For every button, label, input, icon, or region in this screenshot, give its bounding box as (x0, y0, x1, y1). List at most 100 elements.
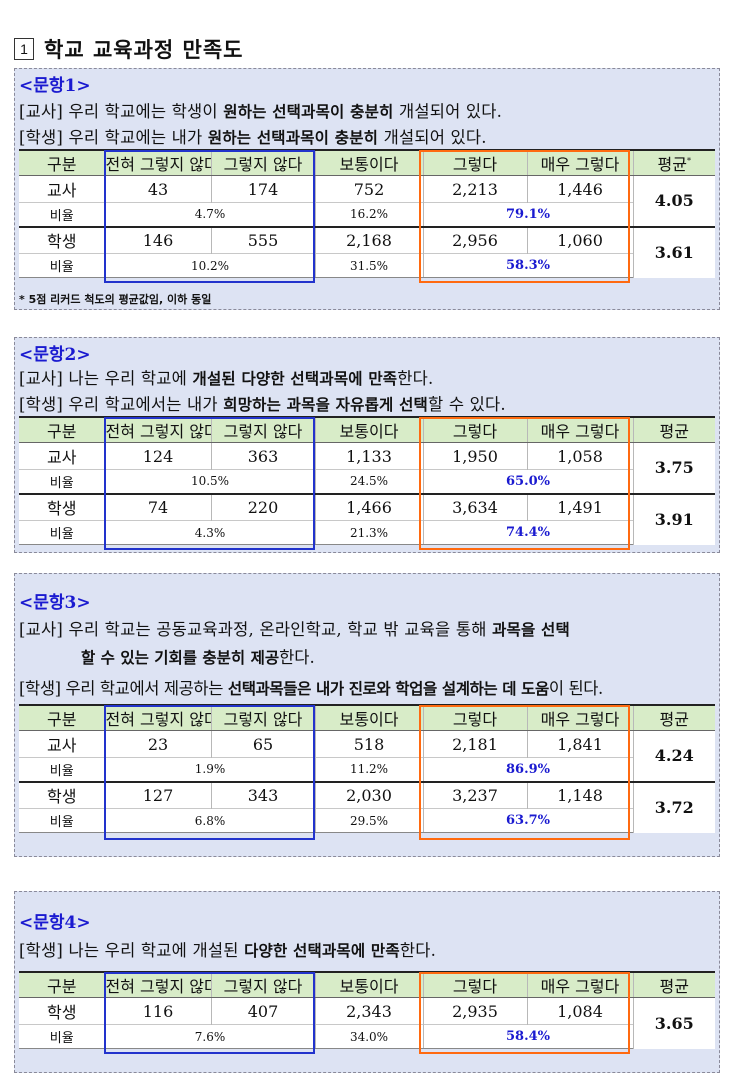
neutral-ratio: 31.5% (314, 253, 423, 278)
table-row: 교사 124 363 1,133 1,950 1,058 3.75 (19, 442, 715, 494)
neutral-ratio: 34.0% (314, 1024, 423, 1049)
statement-line: [학생] 나는 우리 학교에 개설된 다양한 선택과목에 만족한다. (19, 941, 437, 960)
section-number: 1 (14, 38, 34, 60)
count-cell: 407 (210, 997, 315, 1025)
header-cell: 매우 그렇다 (526, 149, 633, 176)
neutral-ratio: 21.3% (314, 520, 423, 545)
group-label: 교사 (47, 448, 77, 467)
ratio-row: 비율 6.8% 29.5% 63.7% (19, 808, 715, 833)
question-4-panel: <문항4> [학생] 나는 우리 학교에 개설된 다양한 선택과목에 만족한다.… (14, 891, 720, 1073)
table-row: 학생 127 343 2,030 3,237 1,148 3.72 (19, 780, 715, 833)
count-cell: 124 (104, 442, 211, 470)
count-cell: 2,030 (314, 780, 423, 809)
ratio-label: 비율 (19, 202, 105, 227)
positive-ratio: 65.0% (422, 469, 633, 494)
header-cell: 구분 (19, 704, 105, 731)
header-cell: 전혀 그렇지 않다 (104, 971, 211, 998)
ratio-row: 비율 10.5% 24.5% 65.0% (19, 469, 715, 494)
average-value: 3.72 (632, 780, 715, 833)
negative-ratio: 10.2% (104, 253, 315, 278)
negative-ratio: 4.3% (104, 520, 315, 545)
question-title: <문항3> (19, 593, 91, 613)
header-cell: 구분 (19, 971, 105, 998)
count-cell: 1,841 (526, 730, 633, 758)
table-row: 교사 43 174 752 2,213 1,446 4.05 (19, 175, 715, 227)
ratio-label: 비율 (19, 1024, 105, 1049)
count-cell: 363 (210, 442, 315, 470)
header-cell: 그렇지 않다 (210, 971, 315, 998)
average-value: 4.05 (632, 175, 715, 227)
page-title: 1 학교 교육과정 만족도 (14, 34, 244, 64)
count-cell: 1,060 (526, 225, 633, 254)
average-value: 3.65 (632, 997, 715, 1049)
statement-line: 할 수 있는 기회를 충분히 제공한다. (81, 648, 315, 667)
header-cell: 그렇지 않다 (210, 149, 315, 176)
negative-ratio: 1.9% (104, 757, 315, 782)
table-row: 교사 23 65 518 2,181 1,841 4.24 (19, 730, 715, 782)
header-cell: 그렇다 (422, 149, 527, 176)
header-row: 구분 전혀 그렇지 않다 그렇지 않다 보통이다 그렇다 매우 그렇다 평균 (19, 971, 715, 998)
header-row: 구분 전혀 그렇지 않다 그렇지 않다 보통이다 그렇다 매우 그렇다 평균 (19, 416, 715, 443)
negative-ratio: 6.8% (104, 808, 315, 833)
header-cell: 보통이다 (314, 416, 423, 443)
count-cell: 1,058 (526, 442, 633, 470)
group-label: 학생 (19, 780, 105, 809)
group-label: 교사 (47, 181, 77, 200)
header-cell: 평균 (632, 416, 715, 443)
question-title: <문항2> (19, 345, 91, 365)
ratio-row: 비율 4.3% 21.3% 74.4% (19, 520, 715, 545)
header-cell: 그렇다 (422, 416, 527, 443)
response-table: 구분 전혀 그렇지 않다 그렇지 않다 보통이다 그렇다 매우 그렇다 평균 교… (19, 704, 715, 833)
count-cell: 3,237 (422, 780, 527, 809)
header-cell: 구분 (19, 149, 105, 176)
neutral-ratio: 16.2% (314, 202, 423, 227)
count-cell: 1,084 (526, 997, 633, 1025)
count-cell: 2,168 (314, 225, 423, 254)
header-cell: 그렇지 않다 (210, 704, 315, 731)
table-row: 학생 116 407 2,343 2,935 1,084 3.65 (19, 997, 715, 1049)
count-cell: 174 (210, 175, 315, 203)
count-cell: 127 (104, 780, 211, 809)
table-row: 학생 146 555 2,168 2,956 1,060 3.61 (19, 225, 715, 278)
positive-ratio: 79.1% (422, 202, 633, 227)
statement-line: [교사] 우리 학교는 공동교육과정, 온라인학교, 학교 밖 교육을 통해 과… (19, 620, 570, 639)
neutral-ratio: 24.5% (314, 469, 423, 494)
header-cell: 보통이다 (314, 149, 423, 176)
neutral-ratio: 11.2% (314, 757, 423, 782)
statement-line: [학생] 우리 학교에서 제공하는 선택과목들은 내가 진로와 학업을 설계하는… (19, 679, 603, 698)
count-cell: 1,491 (526, 492, 633, 521)
average-value: 3.91 (632, 492, 715, 545)
count-cell: 220 (210, 492, 315, 521)
response-table: 구분 전혀 그렇지 않다 그렇지 않다 보통이다 그렇다 매우 그렇다 평균 학… (19, 971, 715, 1049)
ratio-label: 비율 (19, 757, 105, 782)
count-cell: 2,181 (422, 730, 527, 758)
header-cell: 평균 (632, 971, 715, 998)
positive-ratio: 58.3% (422, 253, 633, 278)
count-cell: 343 (210, 780, 315, 809)
question-title: <문항4> (19, 913, 91, 933)
count-cell: 116 (104, 997, 211, 1025)
group-label: 학생 (47, 1003, 77, 1022)
header-cell: 전혀 그렇지 않다 (104, 149, 211, 176)
count-cell: 1,148 (526, 780, 633, 809)
ratio-row: 비율 7.6% 34.0% 58.4% (19, 1024, 715, 1049)
count-cell: 1,446 (526, 175, 633, 203)
average-value: 3.61 (632, 225, 715, 278)
header-cell: 전혀 그렇지 않다 (104, 704, 211, 731)
ratio-row: 비율 10.2% 31.5% 58.3% (19, 253, 715, 278)
statement-line: [학생] 우리 학교에서는 내가 희망하는 과목을 자유롭게 선택할 수 있다. (19, 395, 506, 414)
ratio-label: 비율 (19, 808, 105, 833)
header-cell: 평균 (632, 704, 715, 731)
negative-ratio: 10.5% (104, 469, 315, 494)
header-cell: 그렇지 않다 (210, 416, 315, 443)
count-cell: 146 (104, 225, 211, 254)
count-cell: 23 (104, 730, 211, 758)
statement-line: [교사] 나는 우리 학교에 개설된 다양한 선택과목에 만족한다. (19, 369, 434, 388)
count-cell: 43 (104, 175, 211, 203)
question-2-panel: <문항2> [교사] 나는 우리 학교에 개설된 다양한 선택과목에 만족한다.… (14, 337, 720, 553)
statement-line: [학생] 우리 학교에는 내가 원하는 선택과목이 충분히 개설되어 있다. (19, 128, 487, 147)
positive-ratio: 74.4% (422, 520, 633, 545)
question-title: <문항1> (19, 76, 91, 96)
section-title: 학교 교육과정 만족도 (44, 38, 244, 62)
negative-ratio: 4.7% (104, 202, 315, 227)
